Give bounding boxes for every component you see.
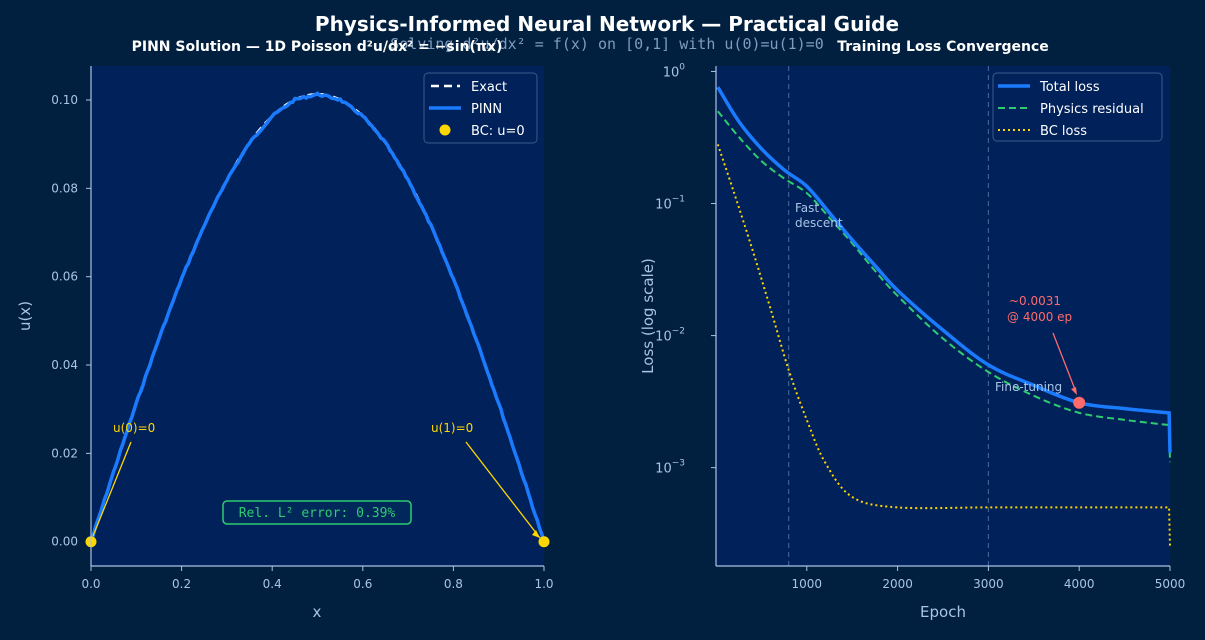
legend-exact: Exact [471, 80, 507, 95]
y-tick-label: 0.00 [51, 535, 78, 549]
right-legend: Total loss Physics residual BC loss [992, 72, 1163, 142]
y-tick-label: 0.04 [51, 358, 78, 372]
legend-bc-swatch [439, 124, 451, 136]
x-tick-label: 0.6 [353, 577, 372, 591]
right-panel: Training Loss Convergence 1000 2000 3000 40… [639, 39, 1185, 621]
y-tick-label: 0.02 [51, 446, 78, 460]
arrowhead [532, 530, 540, 538]
legend-physics-residual: Physics residual [1040, 102, 1144, 117]
y-tick-label: 10−3 [655, 459, 685, 477]
annotation-arrow-final [1052, 332, 1077, 393]
x-tick-label: 1000 [792, 577, 823, 591]
x-tick-label: 2000 [882, 577, 913, 591]
x-tick-label: 0.0 [81, 577, 100, 591]
right-y-label: Loss (log scale) [639, 258, 657, 374]
annotation-arrow-u0 [92, 441, 132, 537]
x-tick-label: 0.8 [444, 577, 463, 591]
series-physics-residual-line [717, 110, 1171, 463]
annotation-fast-descent: Fast descent [795, 201, 843, 230]
annotation-u0: u(0)=0 [113, 421, 155, 435]
annotation-arrow-u1 [465, 441, 541, 539]
series-total-loss-line [716, 86, 1172, 453]
y-tick-label: 0.08 [51, 181, 78, 195]
right-x-label: Epoch [920, 603, 966, 621]
annotation-final-loss: ~0.0031 @ 4000 ep [1007, 294, 1072, 324]
error-box [222, 500, 412, 525]
legend-bc-loss: BC loss [1040, 124, 1087, 139]
series-pinn-line [89, 91, 546, 543]
loss-marker-4000 [1073, 396, 1086, 409]
left-title: PINN Solution — 1D Poisson d²u/dx² = −si… [132, 39, 503, 55]
left-panel: PINN Solution — 1D Poisson d²u/dx² = −si… [16, 39, 554, 621]
x-tick-label: 1.0 [534, 577, 553, 591]
left-x-label: x [313, 603, 322, 621]
legend-bc: BC: u=0 [471, 124, 525, 139]
left-legend: Exact PINN BC: u=0 [423, 72, 538, 144]
x-tick-label: 4000 [1064, 577, 1095, 591]
legend-pinn: PINN [471, 102, 502, 117]
y-tick-label: 0.06 [51, 270, 78, 284]
figure-subtitle: Solving d²u/dx² = f(x) on [0,1] with u(0… [390, 35, 823, 53]
x-tick-label: 0.4 [263, 577, 282, 591]
right-title: Training Loss Convergence [837, 39, 1049, 55]
y-tick-label: 100 [663, 62, 686, 80]
annotation-u1: u(1)=0 [431, 421, 473, 435]
left-y-label: u(x) [16, 301, 34, 331]
x-tick-label: 0.2 [172, 577, 191, 591]
x-tick-label: 5000 [1155, 577, 1186, 591]
annotation-fine-tuning: Fine-tuning [995, 380, 1062, 394]
y-tick-label: 10−1 [655, 195, 685, 213]
y-tick-label: 0.10 [51, 93, 78, 107]
y-tick-label: 10−2 [655, 327, 685, 345]
series-bc-loss-line [716, 144, 1171, 548]
x-tick-label: 3000 [973, 577, 1004, 591]
bc-point-right [538, 536, 550, 548]
arrowhead [1071, 387, 1077, 395]
error-box-text: Rel. L² error: 0.39% [239, 506, 396, 521]
legend-total-loss: Total loss [1039, 80, 1100, 95]
right-axes-background [716, 66, 1170, 566]
figure-title: Physics-Informed Neural Network — Practi… [315, 12, 899, 36]
